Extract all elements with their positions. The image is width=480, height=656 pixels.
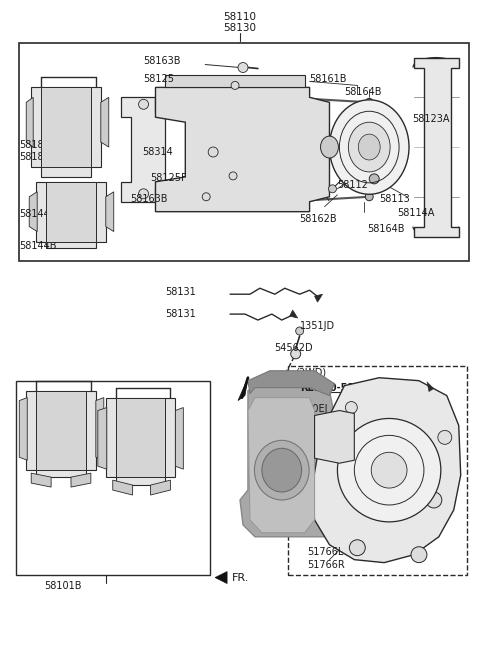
Text: 54562D: 54562D	[274, 343, 312, 353]
Circle shape	[328, 185, 336, 193]
Text: 58112: 58112	[337, 180, 368, 190]
Ellipse shape	[262, 448, 301, 492]
Circle shape	[238, 62, 248, 72]
Circle shape	[365, 98, 373, 106]
Circle shape	[208, 147, 218, 157]
Polygon shape	[96, 398, 104, 461]
Polygon shape	[238, 378, 248, 401]
Text: FR.: FR.	[232, 573, 250, 583]
Bar	[116, 398, 166, 477]
Polygon shape	[414, 58, 459, 237]
Polygon shape	[240, 380, 335, 537]
Ellipse shape	[321, 136, 338, 158]
Polygon shape	[151, 480, 170, 495]
Circle shape	[139, 99, 148, 110]
Polygon shape	[101, 97, 109, 147]
Polygon shape	[312, 378, 461, 563]
Circle shape	[349, 540, 365, 556]
Text: 58113: 58113	[379, 194, 410, 204]
Text: 58164B: 58164B	[344, 87, 382, 97]
Bar	[16, 380, 210, 575]
Polygon shape	[71, 473, 91, 487]
Polygon shape	[106, 192, 114, 232]
Circle shape	[371, 452, 407, 488]
Circle shape	[261, 400, 269, 407]
Circle shape	[438, 430, 452, 444]
Ellipse shape	[329, 100, 409, 194]
Bar	[46, 182, 96, 241]
Text: 58101B: 58101B	[44, 581, 82, 592]
Text: (2WD): (2WD)	[295, 368, 326, 378]
Polygon shape	[98, 407, 107, 469]
Polygon shape	[26, 97, 33, 147]
Text: 58131: 58131	[166, 287, 196, 297]
Text: 58163B: 58163B	[131, 194, 168, 204]
Text: 58125F: 58125F	[151, 173, 187, 183]
Text: 58123A: 58123A	[412, 114, 449, 124]
Bar	[41, 87, 91, 167]
Polygon shape	[19, 398, 27, 461]
Polygon shape	[248, 398, 314, 533]
Circle shape	[139, 189, 148, 199]
Text: 1140EJ: 1140EJ	[295, 403, 328, 413]
Polygon shape	[31, 87, 101, 177]
Polygon shape	[215, 571, 227, 584]
Polygon shape	[427, 382, 434, 392]
Circle shape	[369, 174, 379, 184]
Ellipse shape	[358, 134, 380, 160]
Text: 51766L: 51766L	[308, 546, 344, 557]
Text: 58161B: 58161B	[310, 74, 347, 85]
Text: 58125: 58125	[144, 74, 175, 85]
Text: 58110: 58110	[224, 12, 256, 22]
Polygon shape	[26, 390, 96, 477]
Circle shape	[346, 401, 357, 413]
Text: 58144B: 58144B	[19, 209, 57, 218]
Text: REF.50-517: REF.50-517	[300, 382, 360, 393]
Circle shape	[202, 193, 210, 201]
Ellipse shape	[254, 440, 309, 500]
Ellipse shape	[348, 122, 390, 172]
Text: 58180: 58180	[19, 140, 50, 150]
Text: 58130: 58130	[224, 23, 256, 33]
Text: 58163B: 58163B	[144, 56, 181, 66]
Text: 51766R: 51766R	[308, 560, 345, 569]
Circle shape	[365, 193, 373, 201]
Circle shape	[296, 400, 304, 407]
Text: 58181: 58181	[19, 152, 50, 162]
Bar	[36, 390, 86, 470]
Polygon shape	[314, 294, 323, 302]
Bar	[288, 366, 467, 575]
Polygon shape	[290, 310, 298, 318]
Circle shape	[299, 417, 307, 424]
Text: 1140EJ: 1140EJ	[295, 430, 328, 440]
Text: 58162B: 58162B	[300, 214, 337, 224]
Text: 58144B: 58144B	[19, 241, 57, 251]
Circle shape	[299, 446, 307, 454]
Polygon shape	[29, 192, 37, 232]
Circle shape	[426, 492, 442, 508]
Polygon shape	[156, 87, 329, 212]
Polygon shape	[175, 407, 183, 469]
Text: 58314: 58314	[143, 147, 173, 157]
Polygon shape	[106, 398, 175, 485]
Polygon shape	[314, 411, 354, 463]
Polygon shape	[166, 75, 305, 87]
Circle shape	[296, 327, 304, 335]
Text: 58114A: 58114A	[397, 208, 434, 218]
Circle shape	[411, 546, 427, 563]
Circle shape	[337, 419, 441, 522]
Polygon shape	[120, 97, 166, 202]
Text: 58131: 58131	[166, 309, 196, 319]
Bar	[19, 43, 468, 261]
Circle shape	[231, 81, 239, 89]
Text: 58164B: 58164B	[367, 224, 405, 234]
Circle shape	[229, 172, 237, 180]
Polygon shape	[36, 182, 106, 249]
Text: 1351JD: 1351JD	[300, 321, 335, 331]
Polygon shape	[31, 473, 51, 487]
Polygon shape	[113, 480, 132, 495]
Polygon shape	[248, 371, 335, 396]
Circle shape	[291, 349, 300, 359]
